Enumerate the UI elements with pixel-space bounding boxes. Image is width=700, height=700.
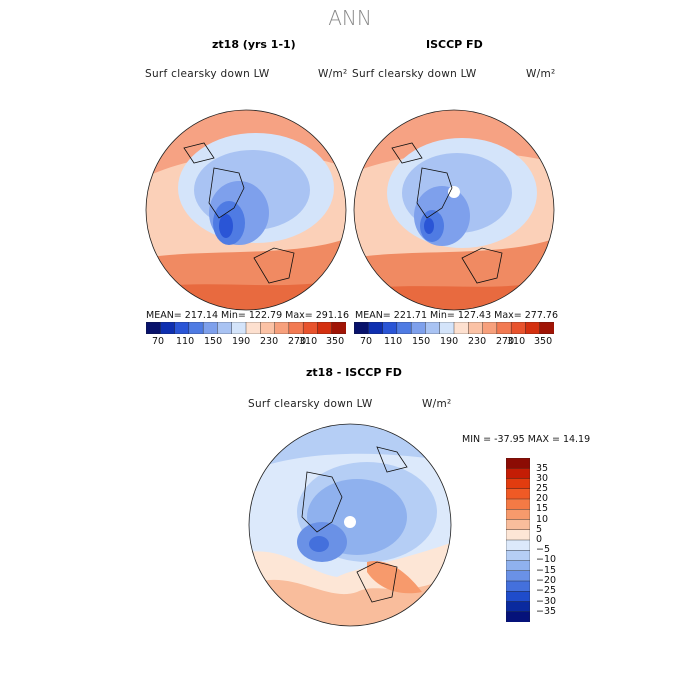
colorbar-swatch — [506, 519, 530, 531]
colorbar-tick: 0 — [536, 534, 543, 545]
colorbar-swatch — [188, 322, 204, 334]
colorbar-swatch — [506, 580, 530, 592]
colorbar-swatch — [506, 488, 530, 500]
colorbar-tick: 150 — [204, 336, 223, 347]
colorbar-tick: 10 — [536, 514, 549, 525]
colorbar-swatch — [302, 322, 318, 334]
colorbar-swatch — [506, 550, 530, 562]
colorbar-swatch — [354, 322, 369, 334]
colorbar-tick: −25 — [536, 585, 557, 596]
colorbar-tick: 230 — [468, 336, 487, 347]
colorbar-swatch — [174, 322, 190, 334]
colorbar-swatch — [506, 539, 530, 551]
polar-map-obs — [353, 109, 555, 311]
colorbar-tick: 20 — [536, 493, 549, 504]
colorbar-swatch — [439, 322, 455, 334]
colorbar-swatch — [482, 322, 498, 334]
colorbar-swatch — [525, 322, 541, 334]
colorbar-tick: −30 — [536, 596, 557, 607]
colorbar-swatch — [496, 322, 512, 334]
colorbar-swatch — [217, 322, 233, 334]
colorbar-swatch — [146, 322, 161, 334]
colorbar-model — [146, 322, 346, 334]
colorbar-swatch — [331, 322, 346, 334]
page-title: ANN — [328, 6, 372, 30]
colorbar-obs — [354, 322, 554, 334]
colorbar-tick: 30 — [536, 473, 549, 484]
panel-units-model: W/m² — [318, 68, 348, 80]
panel-title-diff: zt18 - ISCCP FD — [306, 366, 402, 379]
colorbar-tick: −15 — [536, 565, 557, 576]
colorbar-swatch — [260, 322, 276, 334]
colorbar-swatch — [506, 468, 530, 480]
colorbar-swatch — [506, 509, 530, 521]
colorbar-swatch — [396, 322, 412, 334]
colorbar-tick: 25 — [536, 483, 549, 494]
panel-stats-obs: MEAN= 221.71 Min= 127.43 Max= 277.76 — [355, 310, 559, 321]
panel-units-obs: W/m² — [526, 68, 556, 80]
colorbar-tick: −20 — [536, 575, 557, 586]
panel-title-model: zt18 (yrs 1-1) — [212, 38, 296, 51]
colorbar-swatch — [231, 322, 247, 334]
colorbar-tick: 350 — [326, 336, 345, 347]
colorbar-tick: 5 — [536, 524, 543, 535]
colorbar-swatch — [425, 322, 441, 334]
colorbar-swatch — [506, 498, 530, 510]
panel-stats-model: MEAN= 217.14 Min= 122.79 Max= 291.16 — [146, 310, 350, 321]
colorbar-swatch — [317, 322, 333, 334]
colorbar-swatch — [274, 322, 290, 334]
colorbar-tick: 230 — [260, 336, 279, 347]
colorbar-tick: 110 — [384, 336, 403, 347]
colorbar-swatch — [506, 458, 530, 469]
colorbar-tick: 35 — [536, 463, 549, 474]
colorbar-tick: 70 — [360, 336, 373, 347]
colorbar-swatch — [506, 560, 530, 572]
panel-variable-diff: Surf clearsky down LW — [248, 398, 373, 410]
colorbar-tick: 110 — [176, 336, 195, 347]
colorbar-tick: 70 — [152, 336, 165, 347]
colorbar-tick: 270 — [496, 336, 515, 347]
polar-map-diff — [248, 423, 452, 627]
colorbar-tick: 310 — [299, 336, 318, 347]
colorbar-tick: 150 — [412, 336, 431, 347]
colorbar-tick: 190 — [440, 336, 459, 347]
colorbar-swatch — [539, 322, 554, 334]
colorbar-tick: 270 — [288, 336, 307, 347]
colorbar-swatch — [506, 591, 530, 603]
colorbar-swatch — [288, 322, 304, 334]
colorbar-swatch — [368, 322, 384, 334]
panel-variable-obs: Surf clearsky down LW — [352, 68, 477, 80]
colorbar-swatch — [506, 478, 530, 490]
panel-title-obs: ISCCP FD — [426, 38, 483, 51]
colorbar-swatch — [160, 322, 176, 334]
colorbar-swatch — [510, 322, 526, 334]
colorbar-tick: 310 — [507, 336, 526, 347]
colorbar-swatch — [382, 322, 398, 334]
colorbar-swatch — [245, 322, 261, 334]
colorbar-ticks-obs: 70 110 150 190 230 270 310 350 — [354, 336, 554, 350]
colorbar-tick: 15 — [536, 503, 549, 514]
colorbar-swatch — [202, 322, 218, 334]
panel-variable-model: Surf clearsky down LW — [145, 68, 270, 80]
colorbar-swatch — [506, 570, 530, 582]
colorbar-swatch — [468, 322, 484, 334]
colorbar-ticks-model: 70 110 150 190 230 270 310 350 — [146, 336, 346, 350]
colorbar-swatch — [506, 611, 530, 622]
colorbar-swatch — [506, 529, 530, 541]
colorbar-diff — [506, 458, 530, 622]
colorbar-swatch — [410, 322, 426, 334]
colorbar-swatch — [453, 322, 469, 334]
colorbar-tick: −35 — [536, 606, 557, 617]
colorbar-tick: 350 — [534, 336, 553, 347]
colorbar-swatch — [506, 601, 530, 613]
colorbar-tick: −10 — [536, 554, 557, 565]
colorbar-ticks-diff: 35 30 25 20 15 10 5 0 −5 −10 −15 −20 −25… — [536, 458, 576, 628]
panel-stats-diff: MIN = -37.95 MAX = 14.19 — [462, 434, 591, 445]
colorbar-tick: −5 — [536, 544, 551, 555]
colorbar-tick: 190 — [232, 336, 251, 347]
panel-units-diff: W/m² — [422, 398, 452, 410]
polar-map-model — [145, 109, 347, 311]
